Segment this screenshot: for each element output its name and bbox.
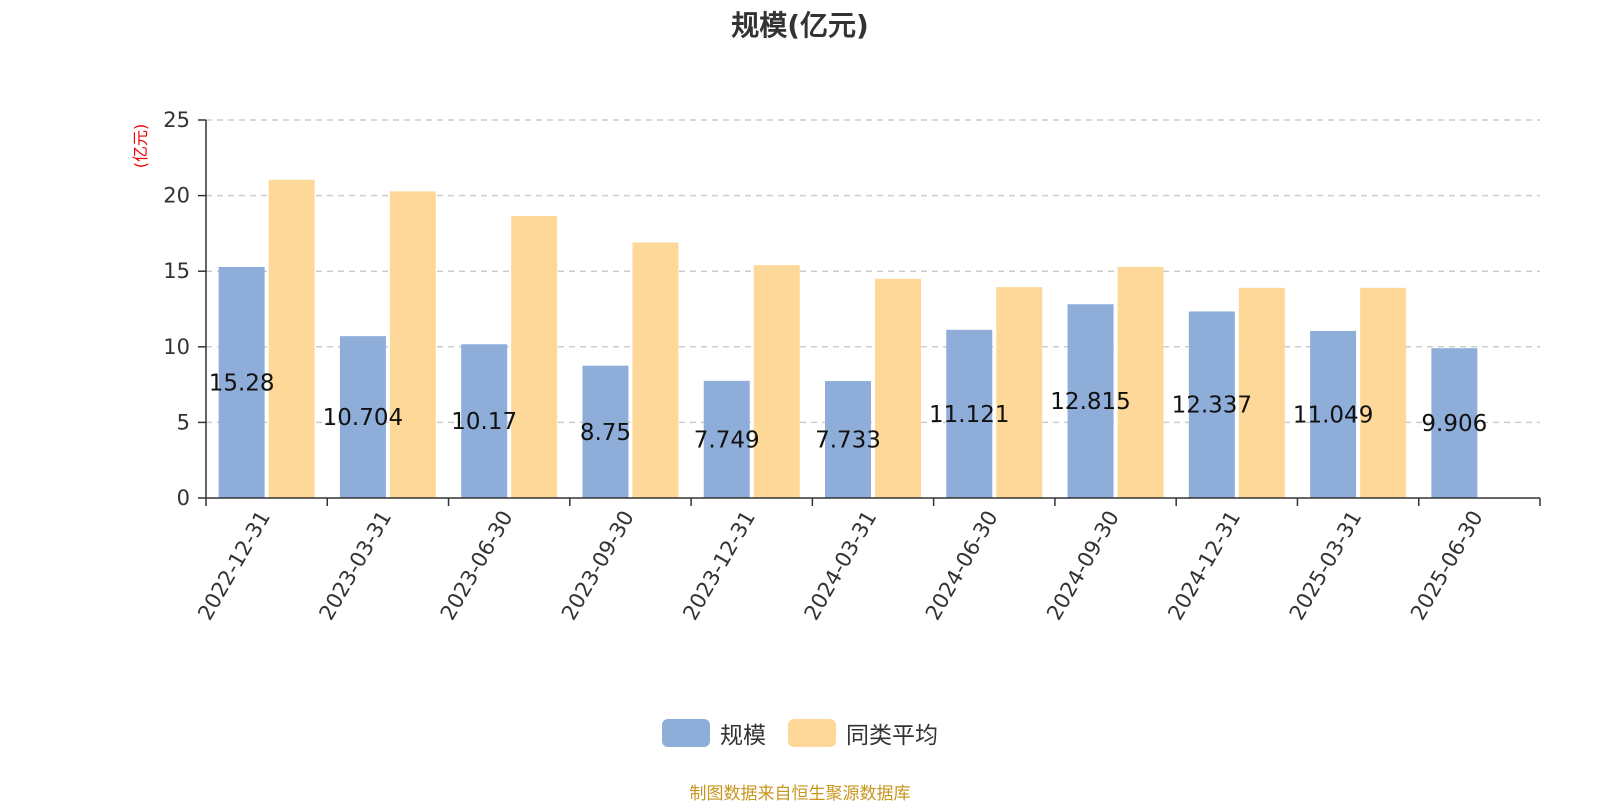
bar-scale [703,380,750,498]
bar-peer-average [1360,287,1407,498]
bar-scale [825,381,871,498]
bar-peer-average [1117,266,1164,498]
x-tick-label: 2022-12-31 [193,507,275,625]
data-label-scale: 9.906 [1421,411,1487,437]
chart-title: 规模(亿元) [731,9,869,42]
legend-item-peer-average[interactable]: 同类平均 [788,716,938,750]
data-label-scale: 10.17 [451,409,517,435]
bar-peer-average [632,242,679,498]
y-tick-label: 20 [163,184,190,208]
bar-peer-average [389,191,436,498]
x-tick-label: 2025-06-30 [1406,507,1488,625]
legend-label-scale: 规模 [720,723,766,749]
x-tick-label: 2023-12-31 [678,507,760,625]
bar-scale [1431,348,1478,498]
bar-peer-average [753,265,800,498]
x-tick-label: 2025-03-31 [1285,507,1367,625]
bar-scale [218,266,265,498]
legend-label-peer-average: 同类平均 [846,723,938,749]
y-axis-unit-label: (亿元) [131,124,150,169]
y-tick-label: 25 [163,108,190,132]
data-label-scale: 11.121 [929,402,1009,428]
bar-peer-average [1238,287,1285,498]
legend-swatch-scale [662,719,710,747]
bars [218,179,1478,498]
x-tick-label: 2023-09-30 [557,507,639,625]
bar-peer-average [996,287,1043,498]
data-label-scale: 12.815 [1050,389,1130,415]
bar-scale [1188,311,1235,498]
bar-scale [582,365,629,498]
y-tick-label: 5 [177,410,190,434]
legend-item-scale[interactable]: 规模 [662,716,766,750]
bar-peer-average [268,179,315,498]
data-label-scale: 7.733 [815,428,881,454]
x-tick-label: 2023-03-31 [314,507,396,625]
x-tick-label: 2024-06-30 [921,507,1003,625]
bar-peer-average [875,278,921,498]
bar-scale [1310,330,1357,498]
data-label-scale: 8.75 [580,420,631,446]
legend-swatch-peer-average [788,719,836,747]
data-label-scale: 11.049 [1293,402,1373,428]
bar-scale [461,344,508,498]
data-label-scale: 7.749 [694,427,760,453]
x-tick-label: 2024-03-31 [800,507,882,625]
data-label-scale: 10.704 [323,405,403,431]
data-label-scale: 15.28 [209,370,275,396]
y-tick-label: 10 [163,335,190,359]
data-label-scale: 12.337 [1172,393,1252,419]
x-tick-label: 2023-06-30 [436,507,518,625]
data-labels: 15.28 10.704 10.17 8.75 7.749 7.733 11.121 12.8… [209,370,1488,453]
bar-scale [946,329,993,498]
x-tick-label: 2024-12-31 [1163,507,1245,625]
legend: 规模 同类平均 [0,716,1600,750]
bar-scale [339,336,386,498]
bar-scale [1067,304,1114,498]
x-tick-label: 2024-09-30 [1042,507,1124,625]
bar-peer-average [511,216,558,498]
y-tick-label: 0 [177,486,190,510]
source-note: 制图数据来自恒生聚源数据库 [689,784,911,804]
y-tick-label: 15 [163,259,190,283]
